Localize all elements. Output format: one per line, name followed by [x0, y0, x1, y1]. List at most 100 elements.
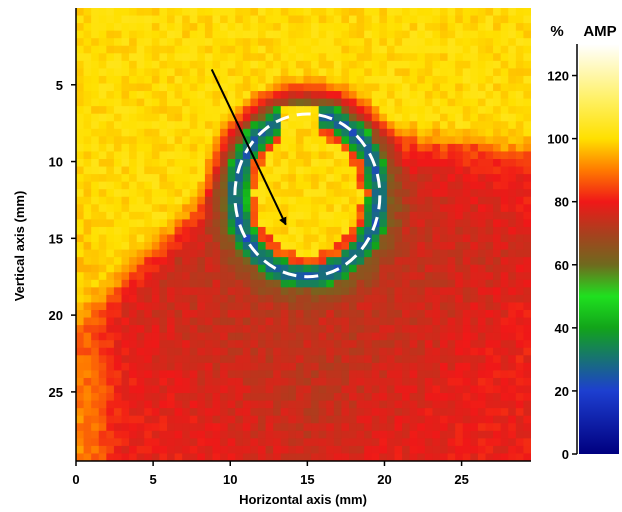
heatmap-cell [288, 128, 297, 137]
heatmap-cell [280, 385, 289, 394]
heatmap-cell [455, 83, 464, 92]
heatmap-cell [220, 325, 229, 334]
heatmap-cell [235, 204, 244, 213]
heatmap-cell [326, 53, 335, 62]
heatmap-cell [121, 385, 130, 394]
heatmap-cell [493, 317, 502, 326]
heatmap-cell [364, 106, 373, 115]
heatmap-cell [356, 8, 365, 17]
heatmap-cell [371, 30, 380, 39]
heatmap-cell [273, 340, 282, 349]
heatmap-cell [167, 23, 176, 32]
heatmap-cell [417, 159, 426, 168]
heatmap-cell [258, 249, 267, 258]
heatmap-cell [500, 347, 509, 356]
heatmap-cell [83, 370, 92, 379]
heatmap-cell [151, 75, 160, 84]
heatmap-cell [250, 362, 259, 371]
heatmap-cell [311, 106, 320, 115]
heatmap-cell [144, 68, 153, 77]
heatmap-cell [144, 294, 153, 303]
heatmap-cell [280, 325, 289, 334]
heatmap-cell [455, 53, 464, 62]
heatmap-cell [151, 370, 160, 379]
heatmap-cell [341, 234, 350, 243]
heatmap-cell [167, 75, 176, 84]
heatmap-cell [523, 355, 531, 364]
heatmap-cell [258, 408, 267, 417]
heatmap-cell [417, 211, 426, 220]
heatmap-cell [189, 385, 198, 394]
heatmap-cell [250, 279, 259, 288]
heatmap-cell [462, 272, 471, 281]
heatmap-cell [265, 45, 274, 54]
heatmap-cell [409, 143, 418, 152]
heatmap-cell [303, 38, 312, 47]
heatmap-cell [318, 53, 327, 62]
heatmap-cell [182, 294, 191, 303]
heatmap-cell [212, 174, 221, 183]
heatmap-cell [250, 15, 259, 24]
heatmap-cell [98, 393, 107, 402]
heatmap-cell [493, 423, 502, 432]
heatmap-cell [144, 8, 153, 17]
heatmap-cell [379, 302, 388, 311]
heatmap-cell [144, 393, 153, 402]
heatmap-cell [485, 8, 494, 17]
heatmap-cell [333, 181, 342, 190]
heatmap-cell [106, 23, 115, 32]
heatmap-cell [83, 151, 92, 160]
heatmap-cell [83, 211, 92, 220]
heatmap-cell [371, 294, 380, 303]
heatmap-cell [477, 257, 486, 266]
heatmap-cell [371, 340, 380, 349]
heatmap-cell [462, 332, 471, 341]
heatmap-cell [242, 355, 251, 364]
heatmap-cell [455, 234, 464, 243]
heatmap-cell [311, 196, 320, 205]
heatmap-cell [151, 249, 160, 258]
heatmap-cell [364, 325, 373, 334]
heatmap-cell [258, 211, 267, 220]
heatmap-cell [356, 151, 365, 160]
heatmap-cell [265, 181, 274, 190]
heatmap-cell [258, 204, 267, 213]
heatmap-cell [76, 15, 85, 24]
heatmap-cell [174, 68, 183, 77]
heatmap-cell [402, 415, 411, 424]
heatmap-cell [83, 38, 92, 47]
heatmap-cell [113, 226, 122, 235]
heatmap-cell [394, 98, 403, 107]
heatmap-cell [83, 393, 92, 402]
heatmap-cell [356, 83, 365, 92]
heatmap-cell [220, 38, 229, 47]
heatmap-cell [98, 317, 107, 326]
heatmap-cell [227, 355, 236, 364]
heatmap-cell [523, 30, 531, 39]
heatmap-cell [379, 23, 388, 32]
heatmap-cell [295, 45, 304, 54]
heatmap-cell [326, 234, 335, 243]
heatmap-cell [508, 347, 517, 356]
heatmap-cell [167, 370, 176, 379]
heatmap-cell [424, 264, 433, 273]
heatmap-cell [318, 347, 327, 356]
heatmap-cell [394, 106, 403, 115]
heatmap-cell [508, 106, 517, 115]
heatmap-cell [242, 219, 251, 228]
heatmap-cell [485, 226, 494, 235]
heatmap-cell [500, 219, 509, 228]
heatmap-cell [349, 45, 358, 54]
heatmap-cell [333, 393, 342, 402]
heatmap-cell [295, 272, 304, 281]
heatmap-cell [508, 83, 517, 92]
heatmap-cell [273, 347, 282, 356]
heatmap-cell [500, 317, 509, 326]
heatmap-cell [136, 98, 145, 107]
heatmap-cell [477, 204, 486, 213]
heatmap-cell [508, 75, 517, 84]
heatmap-cell [402, 272, 411, 281]
heatmap-cell [318, 317, 327, 326]
heatmap-cell [121, 438, 130, 447]
heatmap-cell [220, 445, 229, 454]
